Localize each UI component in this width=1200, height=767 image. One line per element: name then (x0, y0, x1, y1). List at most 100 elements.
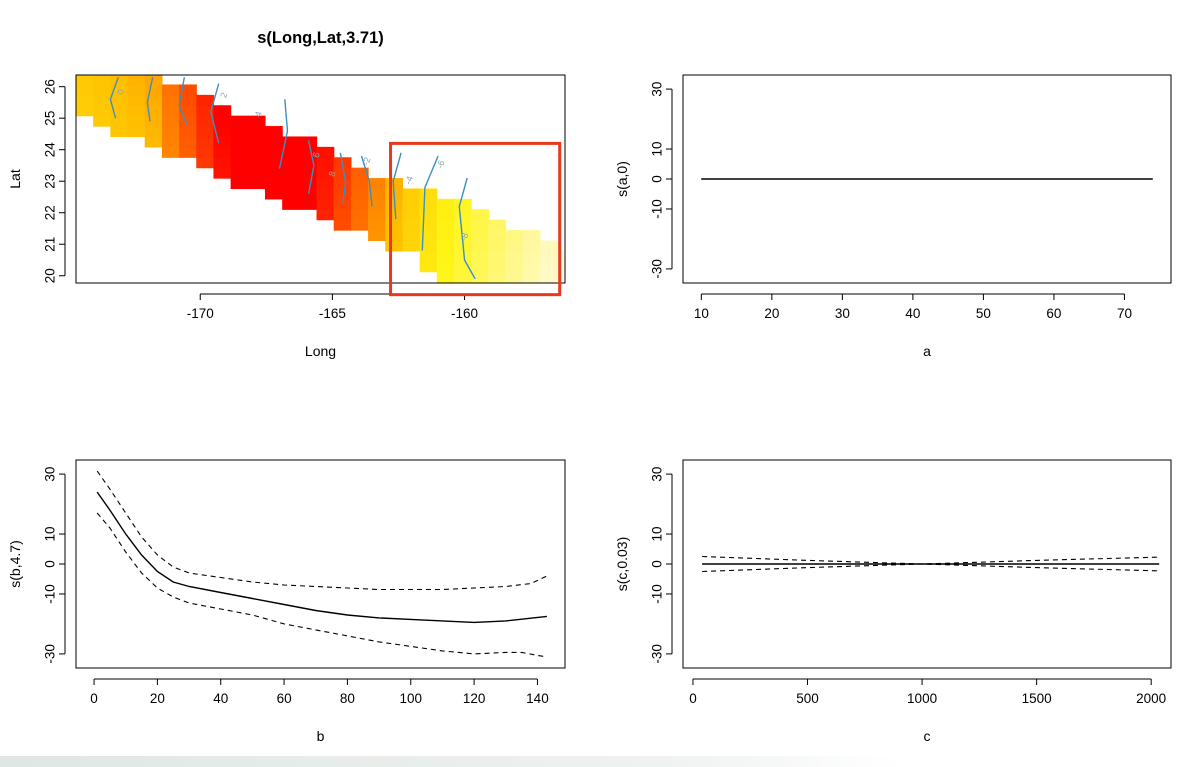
heatmap-cell (161, 126, 180, 138)
heatmap-cell (436, 261, 455, 273)
heatmap-cell (505, 230, 524, 242)
heatmap-cell (471, 230, 489, 242)
heatmap-cell (110, 115, 129, 127)
heatmap-cell (144, 75, 163, 86)
heatmap-cell (196, 105, 215, 117)
confidence-band-line (96, 470, 548, 591)
plot-frame (75, 459, 566, 669)
heatmap-cell (539, 240, 558, 252)
y-axis-label: Lat (7, 169, 23, 189)
heatmap-cell (76, 94, 94, 106)
heatmap-cell (385, 219, 404, 231)
contour-label: -6 (435, 159, 447, 170)
x-tick-label: 20 (764, 306, 779, 321)
heatmap-cell (179, 126, 197, 138)
window-bottom-edge (0, 756, 1200, 767)
heatmap-cell (488, 271, 507, 283)
y-axis-label: s(b,4.7) (7, 540, 23, 587)
heatmap-cell (76, 84, 94, 96)
heatmap-cell (385, 240, 404, 252)
contour-line (339, 152, 347, 204)
heatmap-cell (127, 115, 146, 127)
heatmap-cell (247, 146, 266, 158)
heatmap-cell (402, 198, 421, 210)
heatmap-cell (110, 64, 128, 75)
heatmap-cell (453, 219, 472, 231)
heatmap-cell (110, 75, 129, 86)
heatmap-cell (161, 136, 180, 148)
heatmap-cell (488, 261, 507, 273)
heatmap-cell (230, 167, 249, 179)
heatmap-cell (368, 219, 386, 231)
y-tick-label: 30 (650, 467, 665, 482)
heatmap-cell (471, 240, 489, 252)
heatmap-cell (76, 64, 94, 75)
x-tick-label: 40 (213, 691, 228, 706)
heatmap-cell (419, 261, 438, 273)
heatmap-cell (402, 230, 421, 242)
heatmap-cell (316, 178, 335, 190)
heatmap-cell (453, 209, 472, 221)
heatmap-cell (127, 105, 146, 117)
y-axis-label: s(a,0) (614, 161, 630, 197)
heatmap-cell (282, 198, 300, 210)
contour-line (178, 77, 188, 125)
x-tick-label: -165 (319, 306, 346, 321)
y-tick-label: 23 (43, 174, 58, 189)
heatmap-cell (333, 219, 352, 231)
y-tick-label: -10 (650, 199, 665, 219)
heatmap-cell (282, 167, 300, 179)
x-tick-label: 100 (399, 691, 422, 706)
heatmap-cell (350, 198, 369, 210)
heatmap-cell (264, 146, 283, 158)
x-tick-label: 500 (796, 691, 819, 706)
heatmap-cell (264, 167, 283, 179)
heatmap-cell (196, 115, 215, 127)
x-tick-label: 120 (463, 691, 486, 706)
heatmap-cell (350, 167, 369, 179)
heatmap-cell (213, 167, 232, 179)
heatmap-cell (453, 230, 472, 242)
x-tick-label: 1500 (1022, 691, 1052, 706)
heatmap-cell (179, 105, 197, 117)
y-axis: -30 -10 0 10 30 (650, 82, 673, 279)
y-tick-label: 21 (43, 237, 58, 252)
y-tick-label: -30 (43, 644, 58, 664)
y-tick-label: 0 (650, 175, 665, 183)
plot-frame (682, 459, 1172, 669)
heatmap-cell (522, 230, 541, 242)
heatmap-cell (179, 146, 197, 158)
x-tick-label: 2000 (1136, 691, 1166, 706)
heatmap-cell (316, 157, 335, 169)
x-tick-label: 20 (150, 691, 165, 706)
heatmap-cell (247, 115, 266, 127)
contour-label: -4 (403, 175, 415, 186)
heatmap-cell (505, 261, 524, 273)
heatmap-cell (264, 126, 283, 138)
heatmap-cell (247, 178, 266, 190)
y-tick-label: -30 (650, 644, 665, 664)
x-axis: 0 20 40 60 80 100 120 140 (90, 678, 549, 706)
y-tick-label: 30 (43, 467, 58, 482)
contour-label: -8 (458, 231, 470, 242)
heatmap-cell (247, 157, 266, 169)
heatmap-cell (522, 250, 541, 262)
heatmap-cell (505, 271, 524, 283)
heatmap-cell (316, 209, 335, 221)
heatmap-cell (522, 240, 541, 252)
x-tick-label: -160 (451, 306, 478, 321)
heatmap-cell (213, 146, 232, 158)
x-tick-label: 60 (1046, 306, 1061, 321)
plot-frame (75, 74, 566, 284)
y-tick-label: 30 (650, 82, 665, 97)
heatmap-cell (282, 157, 300, 169)
heatmap-cell (144, 126, 163, 138)
x-tick-label: 0 (90, 691, 98, 706)
contour-label: 0 (115, 88, 126, 96)
x-tick-label: 10 (694, 306, 709, 321)
heatmap-cell (144, 136, 163, 148)
contour-line (421, 155, 439, 251)
heatmap-cell (230, 157, 249, 169)
heatmap-cell (436, 250, 455, 262)
